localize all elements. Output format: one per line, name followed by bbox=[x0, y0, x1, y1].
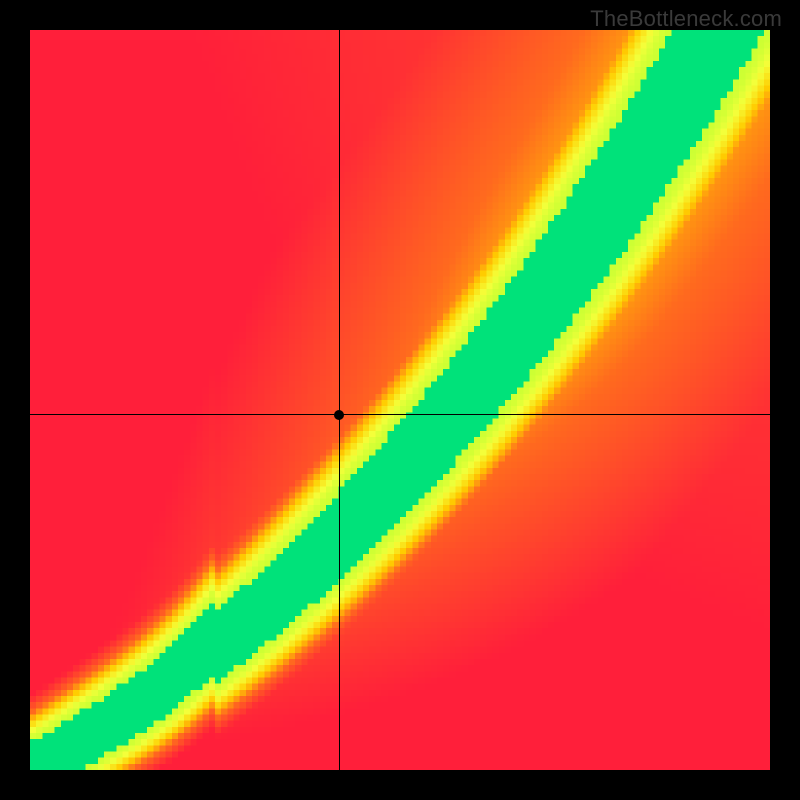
chart-container: TheBottleneck.com bbox=[0, 0, 800, 800]
crosshair-vertical bbox=[339, 30, 340, 770]
watermark-label: TheBottleneck.com bbox=[590, 6, 782, 32]
selection-marker bbox=[334, 410, 344, 420]
bottleneck-heatmap bbox=[30, 30, 770, 770]
crosshair-horizontal bbox=[30, 414, 770, 415]
